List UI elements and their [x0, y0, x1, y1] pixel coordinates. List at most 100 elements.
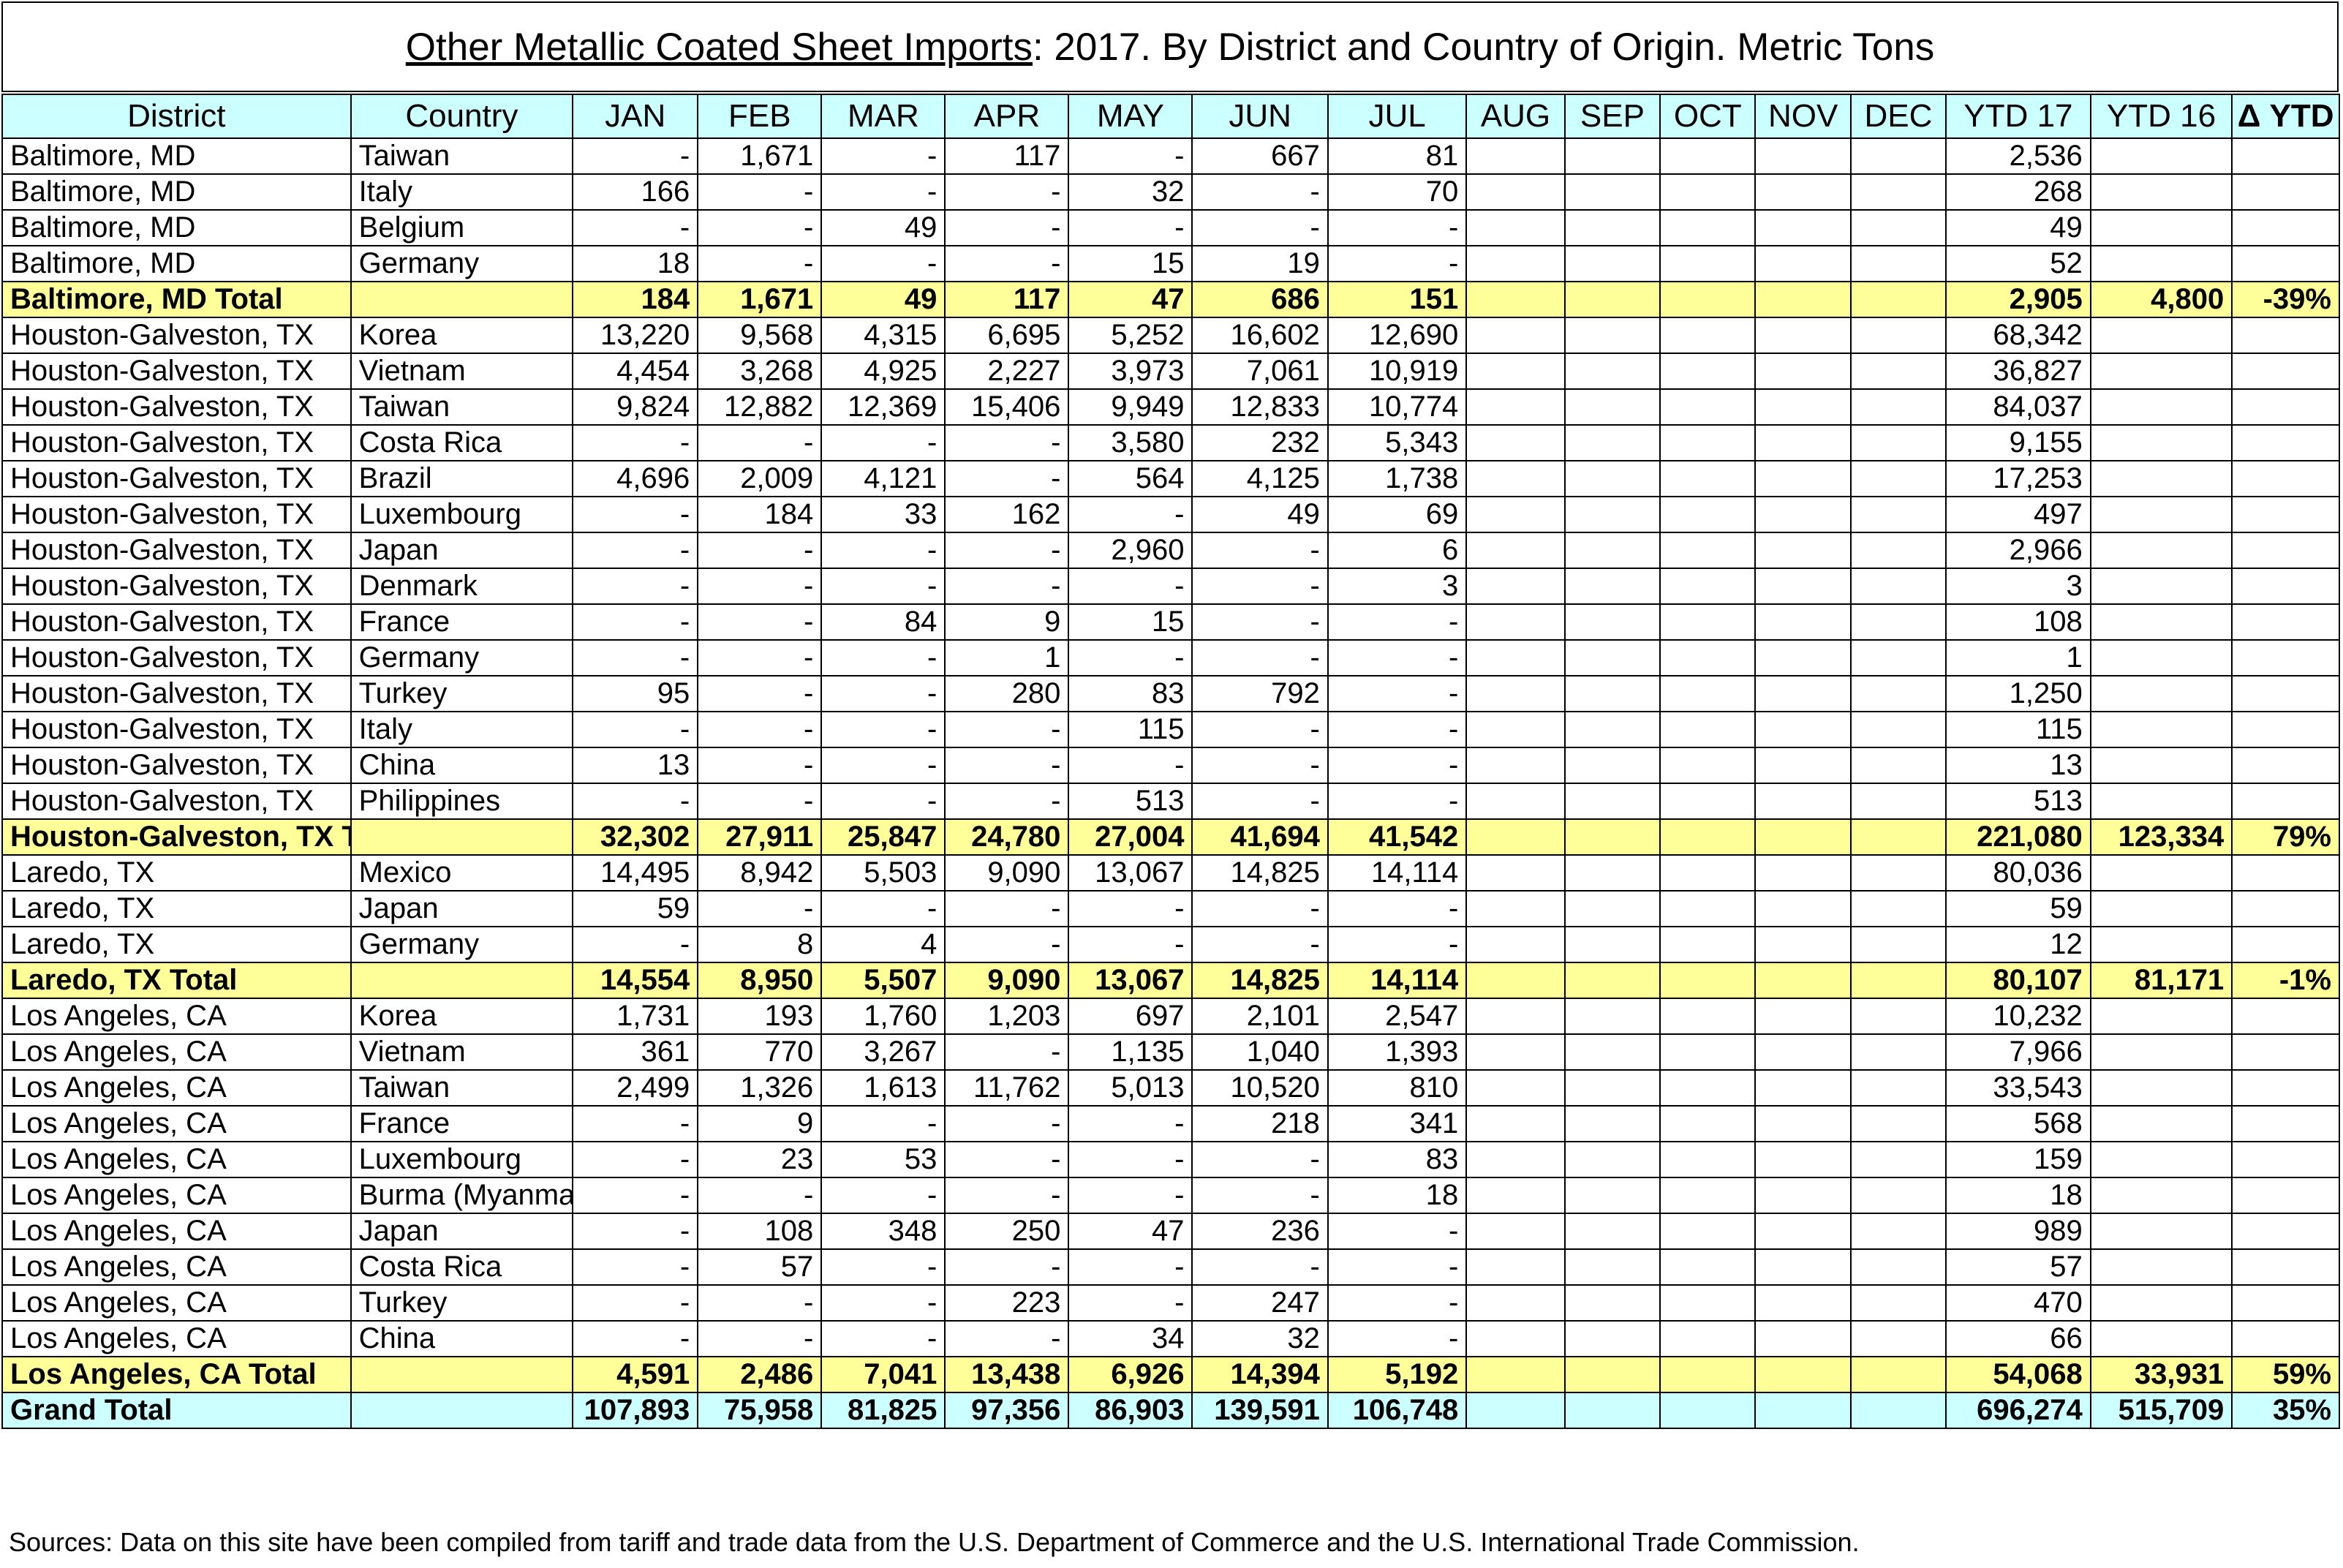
column-header: NOV	[1754, 94, 1852, 139]
value-cell: 27,911	[697, 818, 823, 856]
table-row: Houston-Galveston, TX Germany - - -1- - -1	[1, 639, 2340, 676]
district-cell: Los Angeles, CA	[1, 1105, 352, 1142]
district-cell: Los Angeles, CA Total	[1, 1356, 352, 1393]
page-title: Other Metallic Coated Sheet Imports: 201…	[1, 1, 2339, 92]
value-cell: 14,554	[572, 962, 699, 999]
value-cell	[1465, 173, 1566, 211]
table-row: Los Angeles, CA Taiwan 2,499 1,326 1,613 11,7…	[1, 1069, 2340, 1107]
value-cell	[1465, 711, 1566, 748]
district-cell: Laredo, TX Total	[1, 962, 352, 999]
district-cell: Houston-Galveston, TX	[1, 460, 352, 497]
value-cell: 81	[1327, 137, 1468, 175]
value-cell: -	[572, 639, 699, 676]
district-cell: Los Angeles, CA	[1, 1284, 352, 1322]
column-header: YTD 16	[2089, 94, 2233, 139]
value-cell: -	[944, 747, 1070, 784]
value-cell: -	[572, 1284, 699, 1322]
value-cell: 25,847	[820, 818, 946, 856]
value-cell	[1563, 998, 1661, 1035]
value-cell: -	[1068, 137, 1193, 175]
value-cell	[1563, 711, 1661, 748]
value-cell	[1849, 353, 1947, 390]
value-cell	[1659, 926, 1757, 963]
value-cell	[1563, 675, 1661, 712]
value-cell: 9,090	[944, 962, 1070, 999]
value-cell: 2,536	[1945, 137, 2091, 175]
value-cell	[2231, 854, 2340, 892]
value-cell	[1754, 532, 1852, 569]
value-cell: -	[944, 1248, 1070, 1286]
value-cell: 4,121	[820, 460, 946, 497]
table-row: Houston-Galveston, TX Italy - - - -115- -115	[1, 711, 2340, 748]
value-cell	[2231, 1069, 2340, 1107]
value-cell	[2231, 1248, 2340, 1286]
column-header: JUL	[1327, 94, 1468, 139]
table-row: Baltimore, MD Germany 18- - -15 19-52	[1, 245, 2340, 282]
value-cell	[1754, 854, 1852, 892]
value-cell	[1563, 1033, 1661, 1071]
country-cell: Italy	[350, 711, 574, 748]
district-cell: Los Angeles, CA	[1, 1213, 352, 1250]
value-cell	[1849, 317, 1947, 354]
value-cell: 86,903	[1068, 1392, 1193, 1429]
value-cell: 33,543	[1945, 1069, 2091, 1107]
table-row: Los Angeles, CA Burma (Myanma - - - - - -18 18	[1, 1177, 2340, 1214]
value-cell: -	[944, 1105, 1070, 1142]
value-cell: 18	[572, 245, 699, 282]
table-row: Houston-Galveston, TX Luxembourg -184 33 162…	[1, 496, 2340, 533]
value-cell: 83	[1327, 1141, 1468, 1178]
value-cell: -	[820, 639, 946, 676]
table-row: Los Angeles, CA Japan -108 348 250 47 236-989	[1, 1213, 2340, 1250]
value-cell: 568	[1945, 1105, 2091, 1142]
value-cell: -	[944, 711, 1070, 748]
value-cell: 9,155	[1945, 424, 2091, 461]
value-cell	[1659, 783, 1757, 820]
value-cell	[2231, 245, 2340, 282]
value-cell	[2089, 675, 2233, 712]
value-cell	[2089, 1248, 2233, 1286]
value-cell	[2231, 603, 2340, 641]
value-cell	[2231, 137, 2340, 175]
value-cell: -	[697, 173, 823, 211]
value-cell: 1,731	[572, 998, 699, 1035]
value-cell: 32	[1191, 1320, 1329, 1357]
value-cell: 8,942	[697, 854, 823, 892]
value-cell: 83	[1068, 675, 1193, 712]
value-cell: 810	[1327, 1069, 1468, 1107]
value-cell: -	[820, 568, 946, 605]
value-cell: 564	[1068, 460, 1193, 497]
value-cell: 1,135	[1068, 1033, 1193, 1071]
value-cell	[1465, 353, 1566, 390]
country-cell: Taiwan	[350, 137, 574, 175]
value-cell	[1659, 854, 1757, 892]
value-cell: 193	[697, 998, 823, 1035]
value-cell: -	[572, 1320, 699, 1357]
country-cell: Italy	[350, 173, 574, 211]
value-cell	[1659, 1141, 1757, 1178]
value-cell: -	[944, 1033, 1070, 1071]
value-cell: 9,568	[697, 317, 823, 354]
value-cell	[1754, 926, 1852, 963]
value-cell: 57	[697, 1248, 823, 1286]
value-cell	[1465, 818, 1566, 856]
value-cell	[2089, 424, 2233, 461]
table-row: Los Angeles, CA France -9- - -218 341 568	[1, 1105, 2340, 1142]
value-cell: -	[1068, 1284, 1193, 1322]
value-cell	[2089, 1320, 2233, 1357]
value-cell: 14,394	[1191, 1356, 1329, 1393]
value-cell: -	[697, 783, 823, 820]
value-cell: 5,013	[1068, 1069, 1193, 1107]
country-cell: Korea	[350, 998, 574, 1035]
value-cell	[1563, 173, 1661, 211]
value-cell: -	[1191, 639, 1329, 676]
value-cell: -	[1327, 245, 1468, 282]
value-cell: 5,503	[820, 854, 946, 892]
value-cell: 41,542	[1327, 818, 1468, 856]
value-cell: 49	[820, 281, 946, 318]
country-cell: Turkey	[350, 1284, 574, 1322]
value-cell: 696,274	[1945, 1392, 2091, 1429]
value-cell: -	[1191, 890, 1329, 927]
value-cell: -	[1068, 496, 1193, 533]
value-cell	[1849, 890, 1947, 927]
table-row: Baltimore, MD Belgium - -49- - - -49	[1, 209, 2340, 246]
